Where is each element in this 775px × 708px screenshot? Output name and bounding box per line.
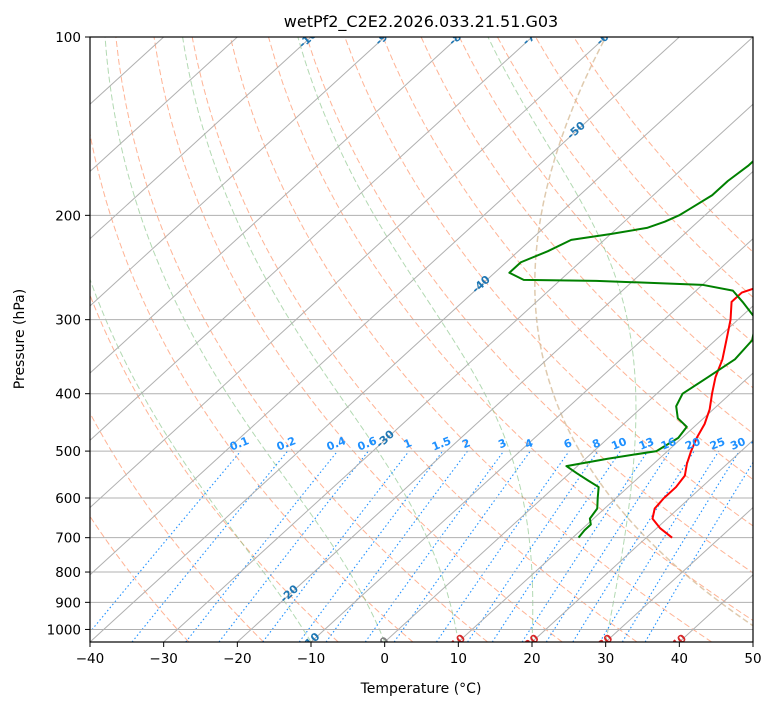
dry-adiabat-line [268,37,753,622]
isotherm-gridline [90,37,753,642]
x-axis-ticks: −40 −30 −20 −10 0 10 20 30 40 50 [76,642,762,667]
isotherm-label: 0 [377,634,392,649]
isotherm-label: 40 [669,631,689,651]
moist-adiabat-line [104,37,386,642]
isotherm-gridline [236,170,753,642]
dry-adiabat-line [90,293,339,642]
dry-adiabat-line [458,37,753,389]
lcl-curve-line [534,37,753,627]
y-tick-label: 100 [55,30,81,46]
x-tick-label: −10 [297,651,326,667]
isotherm-gridline [90,37,386,307]
x-axis-label: Temperature (°C) [360,681,482,697]
isotherm-gridlines [90,37,753,642]
isotherm-label: -70 [520,25,544,48]
mixing-ratio-line [262,450,410,642]
mixing-ratio-label: 1 [402,436,414,451]
y-tick-label: 400 [55,387,81,403]
y-tick-label: 900 [55,595,81,611]
isotherm-label: -60 [594,25,618,48]
x-tick-label: −20 [223,651,252,667]
mixing-ratio-label: 10 [610,435,629,453]
isotherm-label: 20 [522,631,542,651]
mixing-ratio-line [491,450,621,642]
x-tick-label: −40 [76,651,105,667]
mixing-ratio-line [364,450,505,642]
axes-frame [89,36,754,643]
dry-adiabat-line [153,37,563,642]
isotherm-gridline [384,305,753,642]
mixing-ratio-line [621,450,740,642]
y-tick-label: 300 [55,313,81,329]
isotherm-gridline [90,37,459,374]
dry-adiabat-line [497,37,753,344]
isotherm-gridline [90,37,533,442]
isotherm-label: 30 [595,631,615,651]
mixing-ratio-label: 3 [496,436,508,451]
isotherm-gridline [90,37,312,240]
y-tick-label: 800 [55,565,81,581]
x-tick-label: 0 [380,651,389,667]
mixing-ratio-label: 2 [460,436,472,451]
isotherm-label: -90 [373,25,397,48]
dry-adiabat-line [90,412,264,642]
mixing-ratio-label: 30 [728,435,747,453]
mixing-ratio-label: 20 [683,435,702,453]
dry-adiabat-line [306,37,753,574]
mixing-ratio-line [325,450,468,642]
temperature-profile-line [651,287,753,539]
mixing-ratio-line [185,450,338,642]
mixing-ratio-line [131,450,289,642]
moist-adiabat-line [182,37,459,642]
x-tick-label: 50 [744,651,761,667]
y-axis-label: Pressure (hPa) [12,289,28,389]
mixing-ratio-line [90,450,242,633]
mixing-ratio-line [298,450,444,642]
y-tick-label: 500 [55,444,81,460]
mixing-ratio-label: 25 [708,435,727,453]
isotherm-label: -80 [446,25,470,48]
y-axis-ticks: 1000 900 800 700 600 500 400 300 200 100 [47,30,90,638]
isotherm-gridline [163,103,753,642]
mixing-ratio-label: 16 [659,435,678,453]
dry-adiabat-line [191,37,638,642]
x-tick-label: −30 [149,651,178,667]
dry-adiabat-line [535,37,753,298]
isotherm-gridline [531,439,753,642]
isotherm-gridline [90,37,238,173]
pressure-gridlines [90,37,753,630]
dry-adiabat-line [90,515,190,642]
isotherm-label: 10 [448,631,468,651]
sounding-series [508,160,753,539]
isotherm-gridline [310,237,753,642]
mixing-ratio-label: 36 [749,435,768,453]
y-tick-label: 700 [55,531,81,547]
chart-title: wetPf2_C2E2.2026.033.21.51.G03 [284,12,558,32]
mixing-ratio-line [521,450,649,642]
mixing-ratio-line [572,450,695,642]
x-tick-label: 40 [671,651,688,667]
mixing-ratio-line [435,450,570,642]
isotherm-gridline [457,372,753,642]
y-tick-label: 1000 [47,622,81,638]
dewpoint-profile-line [508,160,753,539]
dry-adiabat-line [115,37,488,642]
lcl-curve [534,37,753,627]
isotherm-gridline [90,37,680,576]
plot-area: 0.10.20.40.611.52346810131620253036-100-… [90,25,768,651]
mixing-ratio-label: 13 [637,435,656,453]
mixing-ratio-label: 8 [590,436,602,451]
isotherm-gridline [605,506,753,642]
x-tick-label: 10 [450,651,467,667]
mixing-ratio-lines [90,450,753,642]
mixing-ratio-line [467,450,599,642]
mixing-ratio-line [545,450,671,642]
isotherm-gridline [90,37,607,509]
y-tick-label: 200 [55,208,81,224]
x-tick-label: 30 [597,651,614,667]
y-tick-label: 600 [55,491,81,507]
moist-adiabat-line [297,37,534,642]
x-tick-label: 20 [523,651,540,667]
